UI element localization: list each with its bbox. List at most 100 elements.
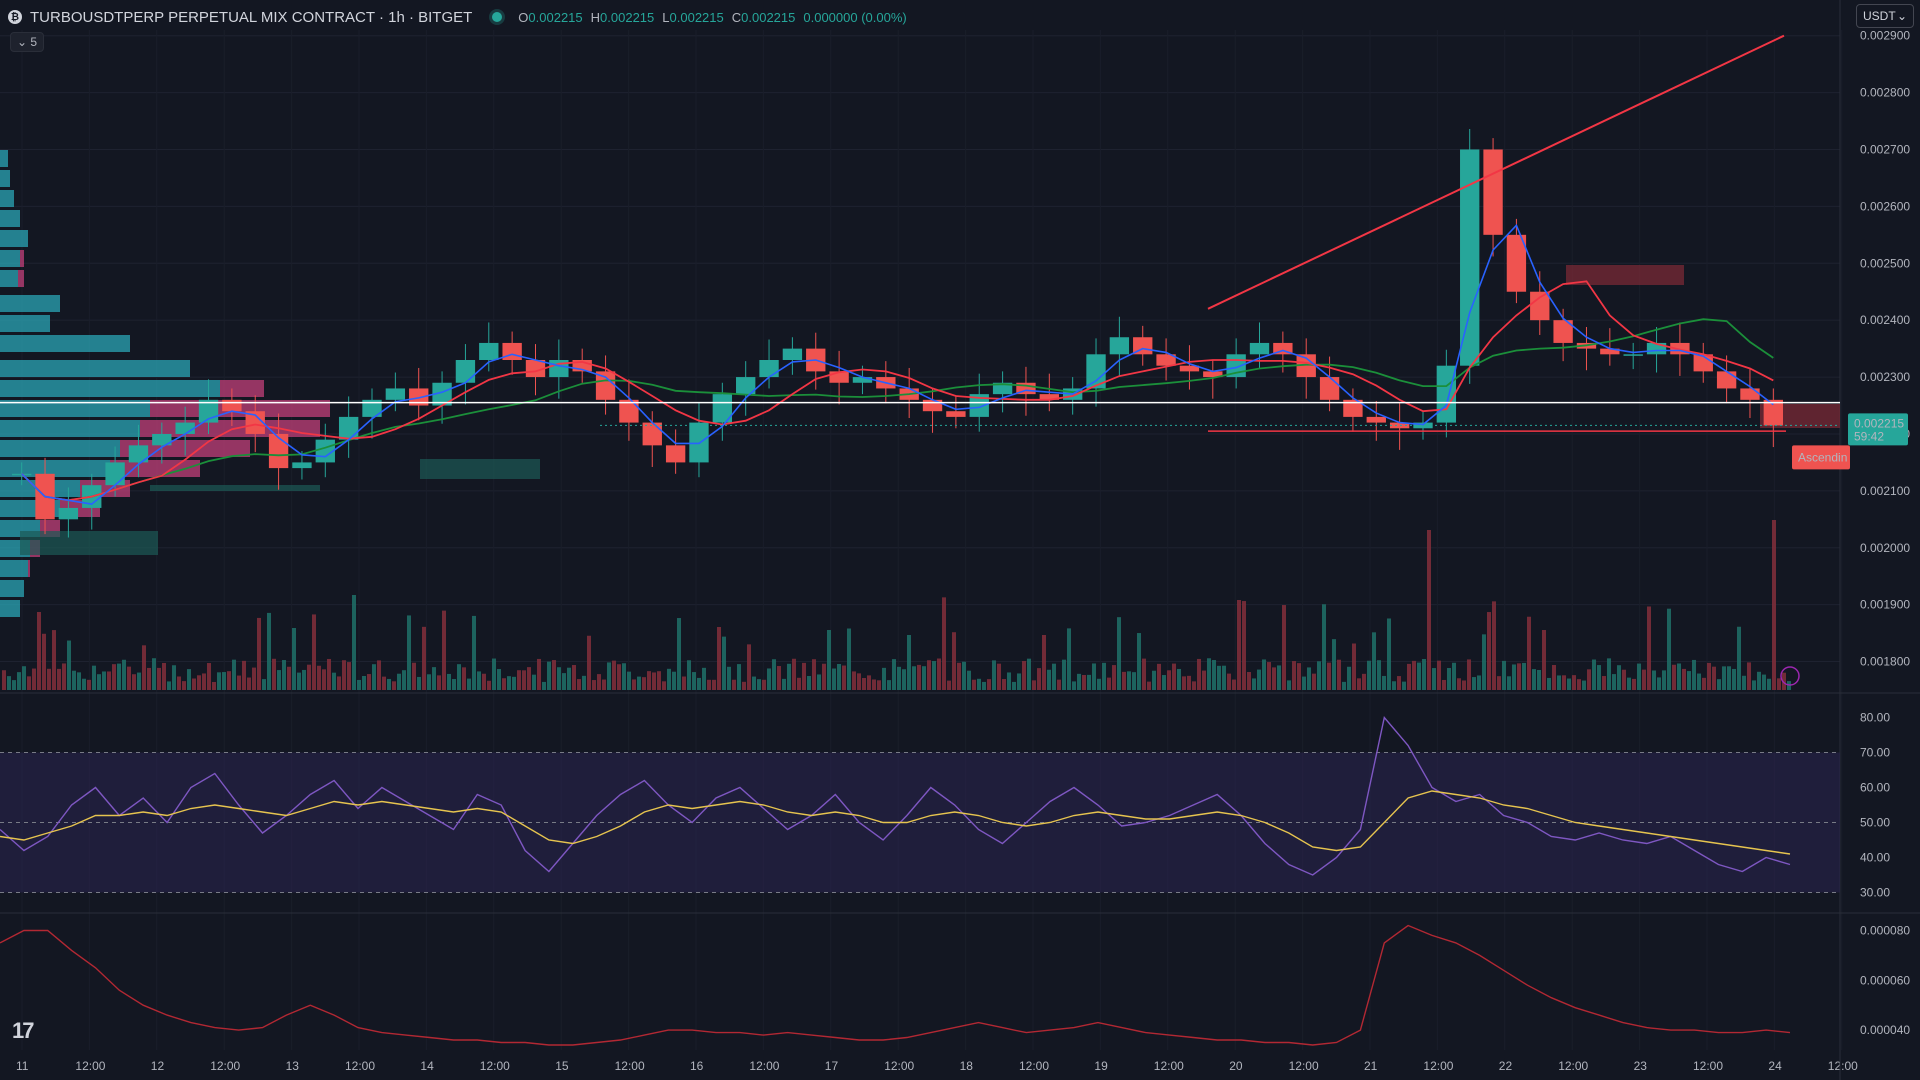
volume-profile-bar-down bbox=[220, 380, 264, 397]
volume-bar bbox=[1182, 676, 1186, 690]
volume-bar bbox=[1782, 672, 1786, 690]
volume-bar bbox=[1487, 612, 1491, 690]
volume-bar bbox=[532, 674, 536, 690]
volume-bar bbox=[377, 660, 381, 690]
candle-body bbox=[1179, 365, 1200, 372]
volume-bar bbox=[117, 663, 121, 690]
volume-bar bbox=[1437, 660, 1441, 690]
volume-bar bbox=[1552, 665, 1556, 690]
volume-bar bbox=[1457, 678, 1461, 690]
volume-bar bbox=[47, 668, 51, 690]
volume-bar bbox=[1502, 660, 1506, 690]
candle-body bbox=[1203, 371, 1223, 378]
time-tick-label: 15 bbox=[555, 1059, 569, 1073]
volume-bar bbox=[312, 614, 316, 690]
volume-bar bbox=[1107, 677, 1111, 690]
volume-bar bbox=[1122, 671, 1126, 690]
rsi-ma-line bbox=[0, 790, 1791, 855]
volume-bar bbox=[827, 630, 831, 690]
volume-bar bbox=[1317, 661, 1321, 690]
time-tick-label: 12:00 bbox=[210, 1059, 240, 1073]
candle-body bbox=[1623, 354, 1643, 356]
pattern-label-badge[interactable] bbox=[1792, 445, 1850, 470]
volume-bar bbox=[1202, 670, 1206, 690]
volume-bar bbox=[1232, 679, 1236, 690]
tradingview-logo-icon[interactable]: 17 bbox=[12, 1018, 35, 1043]
volume-bar bbox=[552, 660, 556, 690]
open-label: O bbox=[518, 9, 529, 25]
volume-bar bbox=[422, 626, 426, 690]
volume-bar bbox=[1557, 675, 1561, 690]
candle-body bbox=[759, 360, 779, 378]
volume-bar bbox=[1772, 520, 1776, 690]
volume-bar bbox=[232, 659, 236, 690]
candle-body bbox=[525, 360, 546, 378]
volume-bar bbox=[307, 664, 311, 690]
volume-bar bbox=[1327, 662, 1331, 690]
volume-bar bbox=[1397, 676, 1401, 690]
volume-bar bbox=[1582, 680, 1586, 690]
market-status-icon[interactable] bbox=[492, 12, 503, 22]
volume-bar bbox=[612, 660, 616, 690]
volume-bar bbox=[632, 679, 636, 690]
volume-bar bbox=[1247, 671, 1251, 690]
price-tick-label: 0.001900 bbox=[1860, 598, 1910, 612]
volume-bar bbox=[752, 676, 756, 690]
volume-bar bbox=[1407, 663, 1411, 690]
trendline[interactable] bbox=[1207, 34, 1785, 310]
candle-body bbox=[432, 382, 452, 406]
volume-bar bbox=[847, 628, 851, 690]
volume-bar bbox=[1402, 681, 1406, 690]
volume-bar bbox=[607, 662, 611, 690]
volume-bar bbox=[1312, 673, 1316, 690]
volume-bar bbox=[1682, 668, 1686, 690]
candle-body bbox=[1646, 342, 1667, 355]
volume-bar bbox=[67, 640, 71, 690]
volume-bar bbox=[187, 669, 191, 690]
symbol-title[interactable]: TURBOUSDTPERP PERPETUAL MIX CONTRACT · 1… bbox=[30, 8, 473, 26]
volume-bar bbox=[1477, 675, 1481, 690]
candle-body bbox=[852, 377, 873, 383]
volume-bar bbox=[1077, 673, 1081, 690]
time-tick-label: 12:00 bbox=[480, 1059, 510, 1073]
volume-bar bbox=[217, 672, 221, 690]
volume-bar bbox=[1277, 665, 1281, 690]
volume-bar bbox=[402, 670, 406, 690]
rsi-tick-label: 30.00 bbox=[1860, 886, 1890, 900]
currency-select[interactable]: USDT ⌄ bbox=[1856, 4, 1914, 28]
volume-bar bbox=[587, 635, 591, 690]
volume-profile-bar-up bbox=[0, 460, 110, 477]
volume-bar bbox=[1672, 664, 1676, 690]
volume-bar bbox=[1047, 669, 1051, 690]
volume-bar bbox=[692, 672, 696, 690]
volume-profile-bar-up bbox=[0, 360, 190, 377]
volume-bar bbox=[1492, 601, 1496, 690]
indicators-collapse-button[interactable]: ⌄ 5 bbox=[10, 32, 45, 52]
volume-bar bbox=[557, 667, 561, 690]
volume-bar bbox=[1592, 659, 1596, 690]
change-value: 0.000000 (0.00%) bbox=[803, 9, 907, 25]
volume-bar bbox=[652, 672, 656, 690]
volume-bar bbox=[1012, 681, 1016, 690]
candle-body bbox=[1389, 422, 1410, 429]
volume-bar bbox=[1482, 634, 1486, 690]
volume-bar bbox=[1147, 681, 1151, 690]
volume-bar bbox=[1362, 673, 1366, 690]
volume-bar bbox=[1542, 630, 1546, 690]
volume-bar bbox=[62, 663, 66, 690]
volume-bar bbox=[252, 667, 256, 690]
volume-bar bbox=[1417, 662, 1421, 690]
volume-bar bbox=[212, 681, 216, 690]
volume-bar bbox=[1732, 668, 1736, 690]
volume-bar bbox=[937, 658, 941, 690]
volume-bar bbox=[122, 659, 126, 690]
alert-icon[interactable] bbox=[1780, 666, 1800, 686]
volume-bar bbox=[507, 676, 511, 690]
candle-body bbox=[1716, 371, 1737, 389]
volume-bar bbox=[852, 671, 856, 690]
volume-bar bbox=[872, 679, 876, 690]
volume-bar bbox=[1117, 617, 1121, 690]
volume-bar bbox=[637, 676, 641, 690]
candle-body bbox=[619, 399, 639, 423]
